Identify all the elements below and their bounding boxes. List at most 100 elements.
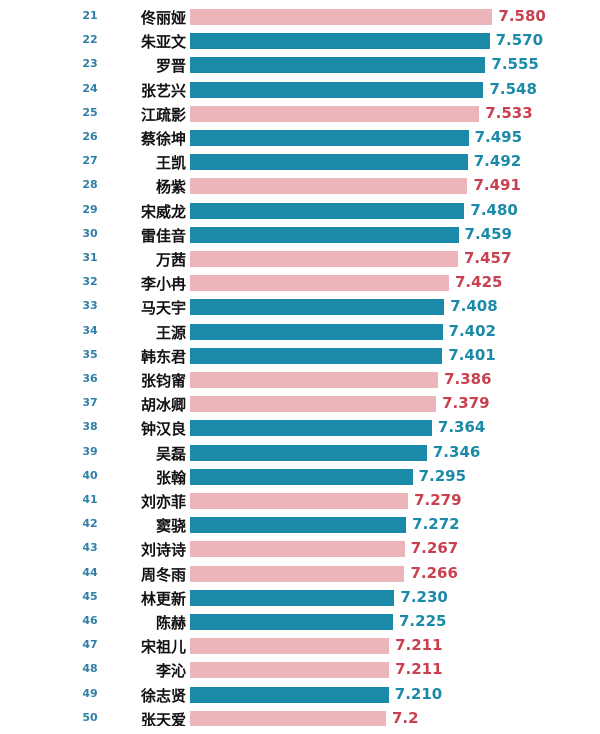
category-label: 徐志贤 [140, 686, 186, 705]
value-label: 7.295 [418, 466, 467, 485]
category-label: 吴磊 [155, 444, 186, 463]
value-label: 7.402 [448, 321, 496, 340]
bar-row: 50 张天爱 7.2 [0, 708, 600, 730]
value-label: 7.570 [495, 31, 544, 50]
value-label: 7.425 [455, 273, 503, 292]
category-label: 林更新 [140, 589, 186, 608]
bar [190, 396, 437, 413]
rank-label: 37 [82, 396, 98, 410]
value-label: 7.491 [473, 176, 521, 195]
bar-row: 35 韩东君 7.401 [0, 345, 600, 367]
value-label: 7.492 [473, 152, 522, 171]
bar-row: 44 周冬雨 7.266 [0, 563, 600, 585]
category-label: 张钧甯 [140, 372, 186, 390]
bar-row: 36 张钧甯 7.386 [0, 369, 600, 391]
value-label: 7.225 [399, 612, 447, 630]
category-label: 胡冰卿 [140, 396, 186, 415]
category-label: 刘亦菲 [140, 493, 186, 511]
category-label: 张天爱 [140, 710, 186, 729]
category-label: 万茜 [155, 251, 186, 269]
rank-label: 27 [82, 154, 98, 168]
bar [190, 347, 443, 364]
bar [190, 493, 409, 509]
value-label: 7.364 [437, 418, 486, 437]
rank-label: 47 [82, 638, 98, 652]
bar [190, 541, 405, 558]
value-label: 7.495 [474, 128, 523, 146]
rank-label: 40 [82, 468, 98, 482]
rank-label: 32 [82, 275, 98, 289]
bar [190, 130, 469, 146]
bar [190, 202, 465, 219]
value-label: 7.211 [395, 636, 443, 655]
rank-label: 46 [82, 614, 98, 627]
category-label: 刘诗诗 [140, 541, 186, 560]
rank-label: 45 [82, 589, 98, 603]
category-label: 李小冉 [140, 275, 186, 294]
category-label: 杨紫 [155, 178, 186, 197]
bar [190, 251, 458, 267]
bar [190, 686, 389, 703]
bar-row: 49 徐志贤 7.210 [0, 684, 600, 706]
value-label: 7.272 [412, 515, 460, 534]
bar-row: 39 吴磊 7.346 [0, 442, 600, 464]
bar [190, 565, 405, 582]
bar [190, 33, 490, 50]
category-label: 罗晋 [155, 57, 186, 76]
rank-label: 30 [82, 226, 98, 240]
bar [190, 444, 427, 461]
category-label: 宋威龙 [140, 202, 186, 221]
bar [190, 105, 480, 122]
value-label: 7.386 [444, 370, 492, 388]
rank-label: 25 [82, 105, 98, 119]
bar [190, 226, 459, 243]
bar-row: 31 万茜 7.457 [0, 248, 600, 270]
bar-row: 46 陈赫 7.225 [0, 611, 600, 633]
bar-row: 37 胡冰卿 7.379 [0, 393, 600, 415]
value-label: 7.457 [463, 249, 512, 267]
bar [190, 57, 486, 74]
bar [190, 662, 390, 679]
category-label: 马天宇 [140, 299, 186, 318]
value-label: 7.346 [432, 442, 481, 461]
rank-label: 48 [82, 662, 98, 676]
bar-row: 28 杨紫 7.491 [0, 175, 600, 197]
bar [190, 81, 484, 98]
value-label: 7.580 [498, 7, 546, 25]
bar-row: 48 李沁 7.211 [0, 659, 600, 681]
rank-label: 33 [82, 299, 98, 313]
rank-label: 44 [82, 565, 98, 579]
bar [190, 638, 390, 655]
bar-row: 43 刘诗诗 7.267 [0, 538, 600, 560]
bar-row: 41 刘亦菲 7.279 [0, 490, 600, 512]
value-label: 7.230 [400, 587, 448, 606]
bar-row: 34 王源 7.402 [0, 321, 600, 343]
bar-row: 29 宋威龙 7.480 [0, 200, 600, 222]
value-label: 7.266 [410, 563, 458, 582]
bar-row: 33 马天宇 7.408 [0, 296, 600, 318]
rank-label: 39 [82, 444, 98, 458]
value-label: 7.480 [470, 200, 518, 219]
bar-row: 42 窦骁 7.272 [0, 514, 600, 536]
rank-label: 31 [82, 251, 98, 264]
rank-label: 24 [82, 81, 98, 95]
bar [190, 323, 443, 340]
bar-row: 23 罗晋 7.555 [0, 54, 600, 76]
rank-label: 43 [82, 541, 98, 555]
category-label: 张艺兴 [140, 81, 186, 100]
bar-row: 22 朱亚文 7.570 [0, 30, 600, 52]
bar-row: 30 雷佳音 7.459 [0, 224, 600, 246]
bar-row: 27 王凯 7.492 [0, 151, 600, 173]
bar [190, 468, 413, 485]
bar [190, 589, 395, 606]
category-label: 韩东君 [140, 347, 186, 366]
bar [190, 275, 449, 292]
rank-label: 22 [82, 33, 98, 47]
bar-row: 47 宋祖儿 7.211 [0, 635, 600, 657]
value-label: 7.459 [464, 224, 512, 243]
category-label: 张翰 [155, 468, 186, 487]
rank-label: 21 [82, 9, 98, 22]
bar-row: 38 钟汉良 7.364 [0, 417, 600, 439]
bar-row: 32 李小冉 7.425 [0, 272, 600, 294]
